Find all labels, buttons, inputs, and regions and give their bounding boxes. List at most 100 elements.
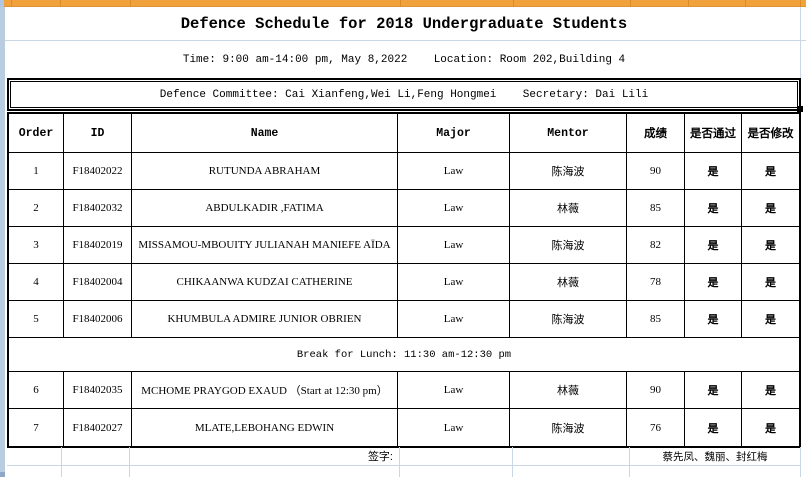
cell-name[interactable]: KHUMBULA ADMIRE JUNIOR OBRIEN [132, 301, 398, 338]
cell-name[interactable]: MCHOME PRAYGOD EXAUD （Start at 12:30 pm） [132, 372, 398, 409]
cell-grade[interactable]: 82 [627, 227, 685, 264]
empty-cell[interactable] [62, 466, 130, 477]
sheet-gridline [5, 40, 806, 41]
cell-passed[interactable]: 是 [685, 153, 742, 190]
header-cell-mentor[interactable]: Mentor [510, 114, 627, 153]
empty-cell[interactable] [62, 447, 130, 466]
column-divider [800, 0, 801, 7]
cell-revised[interactable]: 是 [742, 264, 799, 301]
cell-passed[interactable]: 是 [685, 190, 742, 227]
committee-signatures-cell[interactable]: 蔡先凤、魏丽、封红梅 [630, 447, 801, 466]
sheet-gridline [800, 7, 801, 78]
empty-cell[interactable] [400, 447, 513, 466]
header-cell-grade[interactable]: 成绩 [627, 114, 685, 153]
empty-cell[interactable] [7, 447, 62, 466]
cell-id[interactable]: F18402004 [64, 264, 132, 301]
empty-cell[interactable] [513, 466, 630, 477]
cell-order[interactable]: 1 [9, 153, 64, 190]
empty-cell[interactable] [630, 466, 801, 477]
cell-passed[interactable]: 是 [685, 264, 742, 301]
cell-revised[interactable]: 是 [742, 153, 799, 190]
signature-row: 签字: 蔡先凤、魏丽、封红梅 [7, 447, 801, 466]
cell-grade[interactable]: 90 [627, 372, 685, 409]
column-divider [60, 0, 61, 7]
cell-order[interactable]: 3 [9, 227, 64, 264]
cell-id[interactable]: F18402027 [64, 409, 132, 446]
cell-id[interactable]: F18402022 [64, 153, 132, 190]
cell-major[interactable]: Law [398, 264, 510, 301]
cell-revised[interactable]: 是 [742, 301, 799, 338]
cell-major[interactable]: Law [398, 372, 510, 409]
cell-order[interactable]: 4 [9, 264, 64, 301]
committee-cell[interactable]: Defence Committee: Cai Xianfeng,Wei Li,F… [7, 78, 801, 111]
worksheet-row-header-strip [0, 0, 5, 477]
committee-text: Defence Committee: Cai Xianfeng,Wei Li,F… [159, 88, 649, 101]
cell-id[interactable]: F18402006 [64, 301, 132, 338]
empty-cell[interactable] [7, 466, 62, 477]
cell-grade[interactable]: 90 [627, 153, 685, 190]
cell-mentor[interactable]: 陈海波 [510, 409, 627, 446]
cell-revised[interactable]: 是 [742, 227, 799, 264]
cell-grade[interactable]: 85 [627, 190, 685, 227]
header-cell-id[interactable]: ID [64, 114, 132, 153]
cell-grade[interactable]: 78 [627, 264, 685, 301]
cell-name[interactable]: MLATE,LEBOHANG EDWIN [132, 409, 398, 446]
cell-passed[interactable]: 是 [685, 409, 742, 446]
header-cell-major[interactable]: Major [398, 114, 510, 153]
lunch-break-row[interactable]: Break for Lunch: 11:30 am-12:30 pm [9, 338, 799, 372]
empty-cell[interactable] [513, 447, 630, 466]
column-divider [745, 0, 746, 7]
cell-name[interactable]: RUTUNDA ABRAHAM [132, 153, 398, 190]
empty-cell[interactable] [130, 466, 400, 477]
column-divider [513, 0, 514, 7]
cell-mentor[interactable]: 陈海波 [510, 301, 627, 338]
cell-major[interactable]: Law [398, 409, 510, 446]
cell-passed[interactable]: 是 [685, 372, 742, 409]
column-divider [688, 0, 689, 7]
column-divider [400, 0, 401, 7]
title-cell[interactable]: Defence Schedule for 2018 Undergraduate … [7, 7, 801, 40]
column-divider [630, 0, 631, 7]
cell-order[interactable]: 5 [9, 301, 64, 338]
header-cell-passed[interactable]: 是否通过 [685, 114, 742, 153]
cell-grade[interactable]: 85 [627, 301, 685, 338]
cell-order[interactable]: 6 [9, 372, 64, 409]
cell-major[interactable]: Law [398, 190, 510, 227]
cell-mentor[interactable]: 林薇 [510, 190, 627, 227]
cell-mentor[interactable]: 陈海波 [510, 153, 627, 190]
header-cell-revised[interactable]: 是否修改 [742, 114, 799, 153]
cell-revised[interactable]: 是 [742, 372, 799, 409]
cell-revised[interactable]: 是 [742, 190, 799, 227]
cell-name[interactable]: ABDULKADIR ,FATIMA [132, 190, 398, 227]
header-cell-order[interactable]: Order [9, 114, 64, 153]
cell-passed[interactable]: 是 [685, 301, 742, 338]
cell-name[interactable]: CHIKAANWA KUDZAI CATHERINE [132, 264, 398, 301]
page-title: Defence Schedule for 2018 Undergraduate … [180, 14, 628, 33]
cell-mentor[interactable]: 林薇 [510, 264, 627, 301]
cell-major[interactable]: Law [398, 227, 510, 264]
cell-grade[interactable]: 76 [627, 409, 685, 446]
cell-order[interactable]: 2 [9, 190, 64, 227]
header-cell-name[interactable]: Name [132, 114, 398, 153]
worksheet-corner-cell [0, 0, 4, 7]
cell-id[interactable]: F18402019 [64, 227, 132, 264]
cell-order[interactable]: 7 [9, 409, 64, 446]
cell-major[interactable]: Law [398, 301, 510, 338]
cell-id[interactable]: F18402032 [64, 190, 132, 227]
empty-cell[interactable] [400, 466, 513, 477]
cell-id[interactable]: F18402035 [64, 372, 132, 409]
cell-mentor[interactable]: 林薇 [510, 372, 627, 409]
time-location-cell[interactable]: Time: 9:00 am-14:00 pm, May 8,2022 Locat… [7, 41, 801, 78]
worksheet-strip-footer [0, 472, 5, 477]
cell-major[interactable]: Law [398, 153, 510, 190]
signature-label-cell[interactable]: 签字: [130, 447, 400, 466]
selection-fill-handle[interactable] [797, 106, 803, 112]
cell-passed[interactable]: 是 [685, 227, 742, 264]
cell-mentor[interactable]: 陈海波 [510, 227, 627, 264]
worksheet-column-header-bar [4, 0, 806, 7]
cell-name[interactable]: MISSAMOU-MBOUITY JULIANAH MANIEFE AÏDA [132, 227, 398, 264]
schedule-table: Order ID Name Major Mentor 成绩 是否通过 是否修改 … [7, 112, 801, 448]
cell-revised[interactable]: 是 [765, 422, 776, 435]
column-divider [130, 0, 131, 7]
bottom-empty-row [7, 466, 801, 477]
